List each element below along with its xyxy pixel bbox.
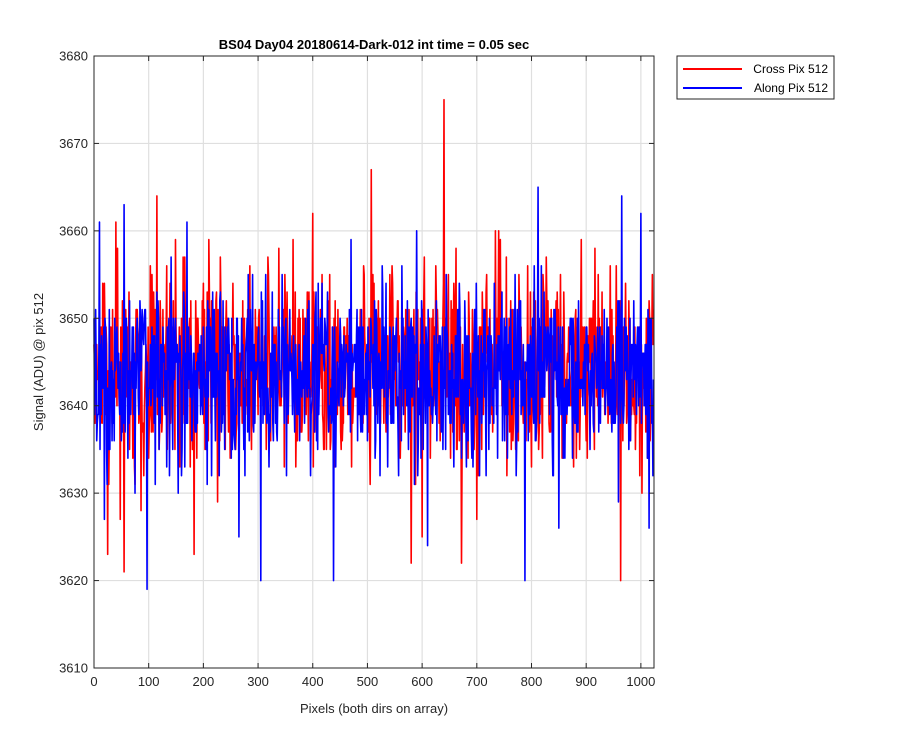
x-tick-label: 800	[521, 674, 543, 689]
y-tick-label: 3630	[59, 486, 88, 501]
x-axis-ticks: 0 100 200 300 400 500 600 700 800 900 1000	[90, 56, 655, 689]
x-tick-label: 500	[357, 674, 379, 689]
x-tick-label: 200	[193, 674, 215, 689]
x-tick-label: 1000	[626, 674, 655, 689]
y-axis-ticks: 3610 3620 3630 3640 3650 3660 3670 3680	[59, 49, 654, 676]
legend-box	[676, 55, 835, 100]
y-tick-label: 3650	[59, 311, 88, 326]
x-tick-label: 300	[247, 674, 269, 689]
y-tick-label: 3670	[59, 136, 88, 151]
x-tick-label: 0	[90, 674, 97, 689]
plot-frame	[93, 55, 655, 669]
y-tick-label: 3680	[59, 49, 88, 64]
series-line-along-pix-512	[93, 186, 655, 591]
x-tick-label: 600	[411, 674, 433, 689]
x-tick-label: 900	[575, 674, 597, 689]
series-layer	[93, 98, 655, 591]
x-tick-label: 100	[138, 674, 160, 689]
y-tick-label: 3660	[59, 223, 88, 238]
y-axis-label: Signal (ADU) @ pix 512	[31, 293, 46, 431]
x-axis-label: Pixels (both dirs on array)	[300, 701, 448, 716]
x-tick-label: 700	[466, 674, 488, 689]
y-tick-label: 3610	[59, 661, 88, 676]
chart-title: BS04 Day04 20180614-Dark-012 int time = …	[219, 37, 529, 52]
y-tick-label: 3620	[59, 573, 88, 588]
legend: Cross Pix 512 Along Pix 512	[676, 55, 835, 100]
y-tick-label: 3640	[59, 398, 88, 413]
legend-label-cross: Cross Pix 512	[753, 62, 828, 76]
legend-label-along: Along Pix 512	[754, 81, 828, 95]
x-tick-label: 400	[302, 674, 324, 689]
